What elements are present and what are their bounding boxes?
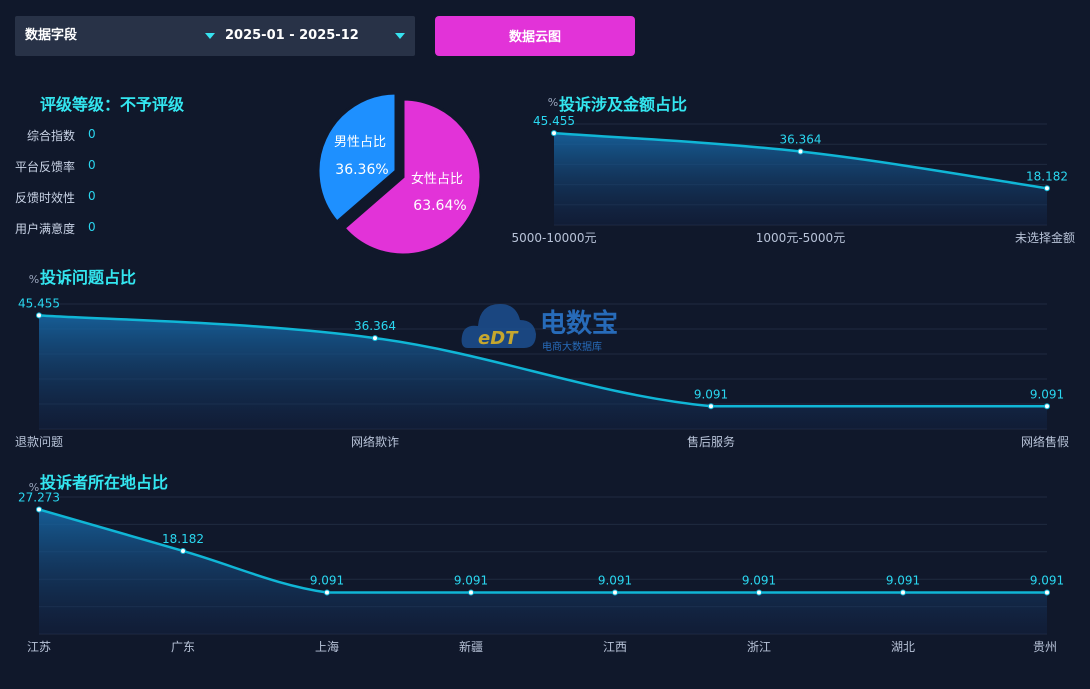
pie-slice-label: 女性占比 — [411, 171, 463, 187]
data-label: 45.455 — [533, 114, 575, 128]
data-label: 18.182 — [162, 532, 204, 546]
y-axis-unit: % — [548, 96, 558, 109]
data-point — [372, 335, 378, 342]
gender-pie-chart: 男性占比 36.36% 女性占比 63.64% — [316, 91, 483, 257]
data-point — [612, 589, 618, 596]
data-point — [180, 547, 186, 554]
metric-label: 综合指数 — [26, 129, 75, 143]
pie-slice-label: 男性占比 — [334, 135, 386, 150]
watermark-logo-text: eDT — [478, 328, 519, 349]
metric-value: 0 — [88, 220, 96, 234]
metric-label: 平台反馈率 — [15, 160, 76, 174]
metric-value: 0 — [88, 189, 96, 203]
location-chart-title: 投诉者所在地占比 — [40, 473, 169, 492]
x-tick-label: 5000-10000元 — [511, 231, 596, 245]
data-point — [324, 589, 330, 596]
issue-chart-title: 投诉问题占比 — [40, 268, 137, 287]
x-tick-label: 售后服务 — [687, 434, 735, 449]
data-point — [797, 148, 804, 155]
filter-bar: 数据字段 2025-01 - 2025-12 — [15, 16, 415, 56]
data-label: 9.091 — [886, 573, 920, 587]
x-tick-label: 上海 — [315, 639, 339, 654]
chevron-down-icon — [205, 33, 215, 39]
pie-slice-value: 63.64% — [413, 198, 466, 214]
data-label: 36.364 — [354, 319, 396, 333]
data-label: 9.091 — [598, 573, 632, 587]
x-tick-label: 退款问题 — [15, 435, 63, 449]
metric-label: 用户满意度 — [15, 222, 76, 236]
series-area — [554, 133, 1047, 225]
data-point — [1044, 403, 1050, 410]
data-point — [551, 130, 557, 137]
data-label: 9.091 — [310, 573, 344, 587]
field-select[interactable]: 数据字段 — [25, 16, 215, 56]
x-tick-label: 浙江 — [747, 640, 771, 654]
metric-value: 0 — [88, 158, 96, 172]
watermark-main: 电数宝 — [540, 308, 618, 339]
data-label: 9.091 — [454, 573, 488, 587]
x-tick-label: 湖北 — [891, 639, 915, 654]
rating-title: 评级等级：不予评级 — [40, 95, 185, 114]
date-range-picker[interactable]: 2025-01 - 2025-12 — [225, 16, 415, 56]
metric-value: 0 — [88, 127, 96, 141]
data-label: 18.182 — [1026, 169, 1068, 183]
pie-slice-value: 36.36% — [335, 162, 388, 178]
data-label: 9.091 — [1030, 573, 1064, 587]
data-label: 9.091 — [1030, 387, 1064, 401]
y-axis-unit: % — [29, 273, 39, 286]
x-tick-label: 新疆 — [459, 639, 483, 654]
x-tick-label: 网络售假 — [1021, 434, 1069, 449]
series-area — [39, 509, 1047, 634]
x-tick-label: 江苏 — [27, 640, 51, 654]
cloud-icon — [461, 304, 536, 348]
data-point — [1044, 185, 1050, 192]
y-axis-unit: % — [29, 481, 39, 494]
watermark-logo: eDT 电数宝 电商大数据库 — [461, 304, 618, 353]
metric-label: 反馈时效性 — [15, 191, 76, 205]
x-tick-label: 广东 — [171, 640, 195, 654]
date-range-label: 2025-01 - 2025-12 — [225, 28, 359, 43]
x-tick-label: 1000元-5000元 — [756, 231, 845, 245]
pie-slice — [341, 97, 483, 257]
data-point — [36, 312, 42, 319]
field-select-label: 数据字段 — [25, 28, 78, 43]
x-tick-label: 江西 — [603, 640, 627, 654]
data-point — [468, 589, 474, 596]
series-line — [38, 508, 1047, 594]
data-point — [36, 506, 42, 513]
watermark-sub: 电商大数据库 — [542, 340, 602, 353]
data-label: 45.455 — [18, 296, 60, 310]
x-tick-label: 贵州 — [1033, 640, 1057, 654]
series-line — [553, 131, 1048, 190]
x-tick-label: 网络欺诈 — [351, 434, 399, 449]
data-cloud-button[interactable]: 数据云图 — [435, 16, 635, 56]
pie-slice — [316, 91, 398, 225]
data-label: 9.091 — [694, 387, 728, 401]
data-label: 9.091 — [742, 573, 776, 587]
data-point — [900, 589, 906, 596]
data-point — [1044, 589, 1050, 596]
data-label: 36.364 — [780, 133, 822, 147]
amount-chart-title: 投诉涉及金额占比 — [559, 95, 688, 114]
x-tick-label: 未选择金额 — [1015, 230, 1075, 245]
chevron-down-icon — [395, 33, 405, 39]
data-point — [708, 403, 714, 410]
data-point — [756, 589, 762, 596]
